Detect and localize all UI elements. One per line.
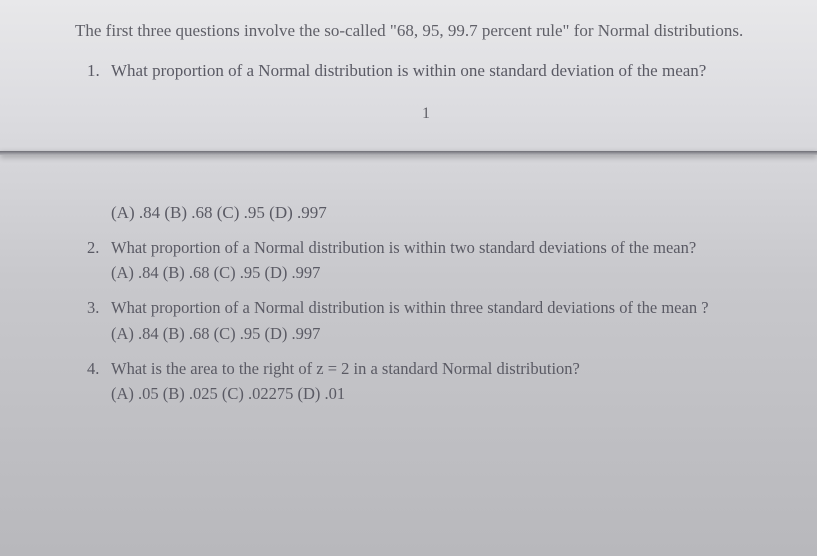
question-1: 1. What proportion of a Normal distribut… xyxy=(75,58,777,84)
question-1-options: (A) .84 (B) .68 (C) .95 (D) .997 xyxy=(111,203,777,223)
intro-text: The first three questions involve the so… xyxy=(75,18,777,44)
question-4: 4. What is the area to the right of z = … xyxy=(75,358,777,404)
page-divider xyxy=(0,151,817,155)
question-number: 3. xyxy=(87,297,111,319)
question-stem: 2. What proportion of a Normal distribut… xyxy=(75,237,777,259)
question-text: What proportion of a Normal distribution… xyxy=(111,237,777,259)
question-number: 2. xyxy=(87,237,111,259)
question-3: 3. What proportion of a Normal distribut… xyxy=(75,297,777,343)
question-2-options: (A) .84 (B) .68 (C) .95 (D) .997 xyxy=(111,263,777,283)
question-number: 1. xyxy=(87,58,111,84)
question-text: What proportion of a Normal distribution… xyxy=(111,58,777,84)
question-stem: 4. What is the area to the right of z = … xyxy=(75,358,777,380)
document-page: The first three questions involve the so… xyxy=(0,0,817,434)
question-stem: 3. What proportion of a Normal distribut… xyxy=(75,297,777,319)
question-stem: 1. What proportion of a Normal distribut… xyxy=(75,58,777,84)
question-2: 2. What proportion of a Normal distribut… xyxy=(75,237,777,283)
question-4-options: (A) .05 (B) .025 (C) .02275 (D) .01 xyxy=(111,384,777,404)
question-number: 4. xyxy=(87,358,111,380)
question-text: What is the area to the right of z = 2 i… xyxy=(111,358,777,380)
question-3-options: (A) .84 (B) .68 (C) .95 (D) .997 xyxy=(111,324,777,344)
question-text: What proportion of a Normal distribution… xyxy=(111,297,777,319)
page-number: 1 xyxy=(75,105,777,123)
bottom-section: (A) .84 (B) .68 (C) .95 (D) .997 2. What… xyxy=(75,203,777,404)
